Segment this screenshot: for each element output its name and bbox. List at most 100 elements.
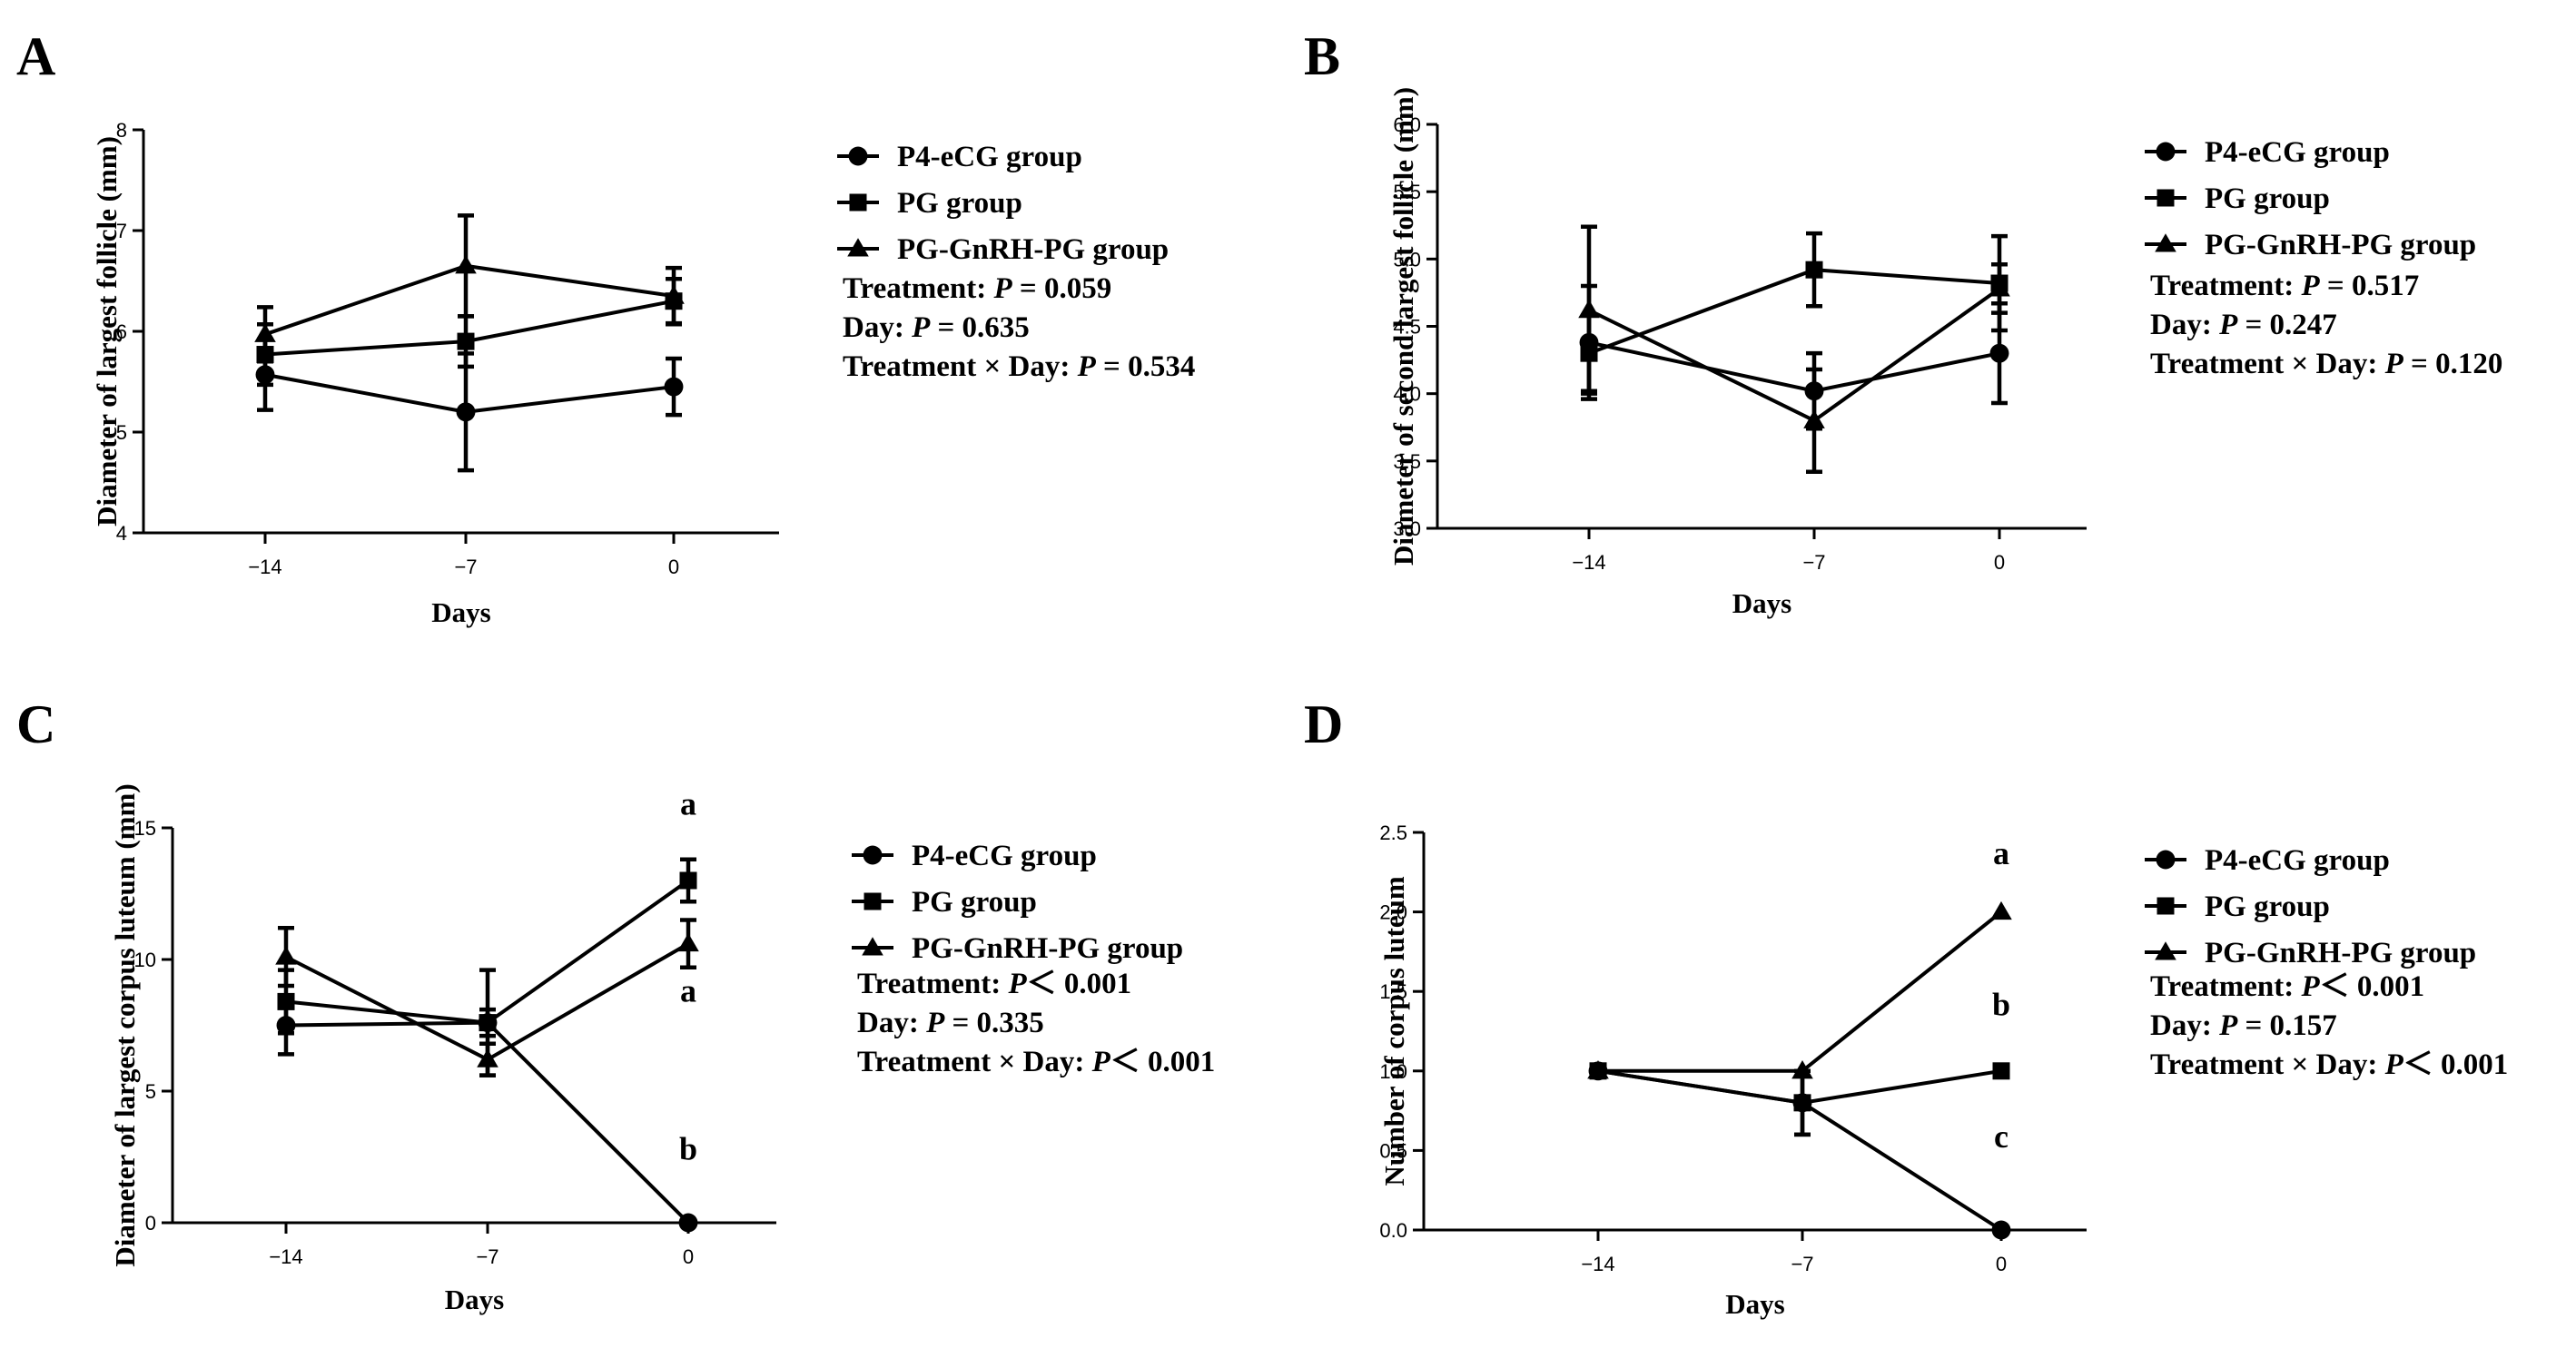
data-point-triangle: [1578, 299, 1600, 319]
stat-value: = 0.335: [944, 1007, 1044, 1039]
panel-a: A 4 5 6 7 8 −14 −7 0 Days Diameter of largest foll…: [0, 0, 1288, 674]
stat-treatment: Treatment: P＜ 0.001: [857, 968, 1131, 1000]
legend-entry: PG-GnRH-PG group: [912, 932, 1183, 965]
legend-marker-circle: [2156, 142, 2176, 162]
significance-letter: b: [1992, 986, 2010, 1022]
stat-day: Day: P = 0.635: [843, 311, 1030, 344]
data-point-triangle: [1587, 1060, 1609, 1079]
panel-b: B 3.0 3.5 4.0 4.5 5.0 5.5 6.0 −14 −7 0 Days Diameter…: [1288, 0, 2575, 674]
significance-letter: c: [1994, 1118, 2008, 1155]
stat-interaction: Treatment × Day: P = 0.534: [843, 350, 1195, 383]
legend-marker-circle: [2156, 850, 2176, 870]
x-tick-label: −7: [1802, 551, 1825, 574]
data-point-triangle: [1990, 900, 2012, 920]
stat-label: Day:: [857, 1007, 926, 1039]
x-tick-label: 0: [668, 556, 679, 578]
y-tick-label: 0.0: [1379, 1219, 1407, 1242]
x-axis-label: Days: [1732, 587, 1791, 619]
data-point-square: [457, 332, 475, 350]
y-tick-label: 5: [116, 421, 127, 444]
data-point-triangle: [1791, 1060, 1813, 1079]
stat-interaction: Treatment × Day: P = 0.120: [2150, 348, 2502, 380]
stat-value: = 0.120: [2403, 348, 2503, 380]
y-axis-label: Diameter of second largest follicle (mm): [1387, 87, 1419, 566]
legend-marker-triangle: [2155, 941, 2176, 960]
stat-p-symbol: P: [2384, 348, 2404, 380]
data-point-circle: [678, 1213, 698, 1233]
data-point-triangle: [663, 285, 685, 304]
legend-marker-triangle: [847, 238, 869, 257]
data-point-triangle: [477, 1048, 498, 1068]
data-point-circle: [456, 402, 476, 422]
data-point-triangle: [254, 323, 276, 342]
legend-marker-circle: [863, 845, 883, 865]
y-tick-label: 2.0: [1379, 901, 1407, 924]
legend-entry: P4-eCG group: [912, 840, 1097, 872]
chart-panel-c: C 0 5 10 15 −14 −7 0 Days Diameter of largest cor…: [16, 694, 1216, 1315]
legend-entry: P4-eCG group: [897, 141, 1082, 173]
stat-p-symbol: P: [925, 1007, 945, 1039]
legend-entry: PG group: [897, 187, 1022, 220]
data-point-triangle: [1989, 278, 2010, 297]
stat-p-symbol: P: [2384, 1048, 2404, 1081]
stat-p-symbol: P: [2218, 309, 2238, 341]
y-tick-label: 3.0: [1393, 517, 1421, 540]
y-tick-label: 1.5: [1379, 980, 1407, 1003]
data-point-square: [679, 871, 697, 890]
legend-marker-circle: [848, 146, 868, 166]
stat-p-symbol: P: [2218, 1009, 2238, 1042]
stat-p-symbol: P: [992, 272, 1012, 305]
y-tick-label: 5.0: [1393, 248, 1421, 271]
x-tick-label: 0: [1996, 1253, 2007, 1275]
y-tick-label: 1.0: [1379, 1060, 1407, 1083]
stat-p-symbol: P: [1007, 968, 1027, 1000]
x-tick-label: −14: [269, 1245, 302, 1268]
legend-entry: PG-GnRH-PG group: [2205, 229, 2476, 261]
stat-p-symbol: P: [1091, 1046, 1111, 1078]
x-tick-label: −7: [1791, 1253, 1813, 1275]
y-tick-label: 0: [145, 1212, 156, 1235]
stat-p-symbol: P: [2300, 270, 2320, 302]
panel-letter: C: [16, 694, 55, 754]
y-tick-label: 7: [116, 220, 127, 242]
x-tick-label: 0: [683, 1245, 694, 1268]
y-tick-label: 2.5: [1379, 822, 1407, 844]
stat-value: ＜ 0.001: [1110, 1046, 1216, 1078]
series-line: [1598, 910, 2003, 1073]
data-point-square: [1992, 1062, 2010, 1080]
stat-p-symbol: P: [1077, 350, 1097, 383]
data-point-triangle: [455, 255, 477, 274]
stat-value: = 0.247: [2237, 309, 2337, 341]
stat-label: Treatment × Day:: [2150, 348, 2385, 380]
legend-marker-triangle: [862, 937, 883, 956]
stat-p-symbol: P: [2300, 970, 2320, 1003]
stat-label: Treatment × Day:: [857, 1046, 1092, 1078]
legend-marker-triangle: [2155, 233, 2176, 252]
chart-panel-d: D 0.0 0.5 1.0 1.5 2.0 2.5 −14 −7 0 Days Number of c…: [1304, 694, 2508, 1320]
legend-entry: PG group: [2205, 890, 2330, 923]
panel-c: C 0 5 10 15 −14 −7 0 Days Diameter of largest cor…: [0, 674, 1288, 1347]
y-axis-label: Diameter of largest corpus luteum (mm): [109, 783, 141, 1266]
x-axis-label: Days: [431, 596, 490, 628]
stat-value: = 0.534: [1096, 350, 1196, 383]
data-point-square: [277, 992, 295, 1010]
series-line: [264, 263, 675, 337]
stat-label: Day:: [2150, 1009, 2219, 1042]
stat-interaction: Treatment × Day: P＜ 0.001: [2150, 1048, 2508, 1081]
series-line: [1588, 340, 2000, 393]
y-tick-label: 15: [134, 817, 156, 840]
x-tick-label: −14: [1572, 551, 1605, 574]
x-tick-label: −7: [454, 556, 477, 578]
y-tick-label: 4.0: [1393, 383, 1421, 406]
stat-value: = 0.635: [930, 311, 1030, 344]
y-tick-label: 5.5: [1393, 181, 1421, 203]
stat-treatment: Treatment: P = 0.059: [843, 272, 1111, 305]
stat-label: Treatment:: [857, 968, 1008, 1000]
y-tick-label: 5: [145, 1080, 156, 1103]
stat-label: Treatment:: [843, 272, 993, 305]
chart-panel-a: A 4 5 6 7 8 −14 −7 0 Days Diameter of largest foll…: [16, 26, 1195, 628]
x-tick-label: −14: [1581, 1253, 1614, 1275]
legend-entry: PG group: [912, 886, 1037, 919]
x-axis-label: Days: [445, 1284, 504, 1315]
stat-treatment: Treatment: P＜ 0.001: [2150, 970, 2424, 1003]
